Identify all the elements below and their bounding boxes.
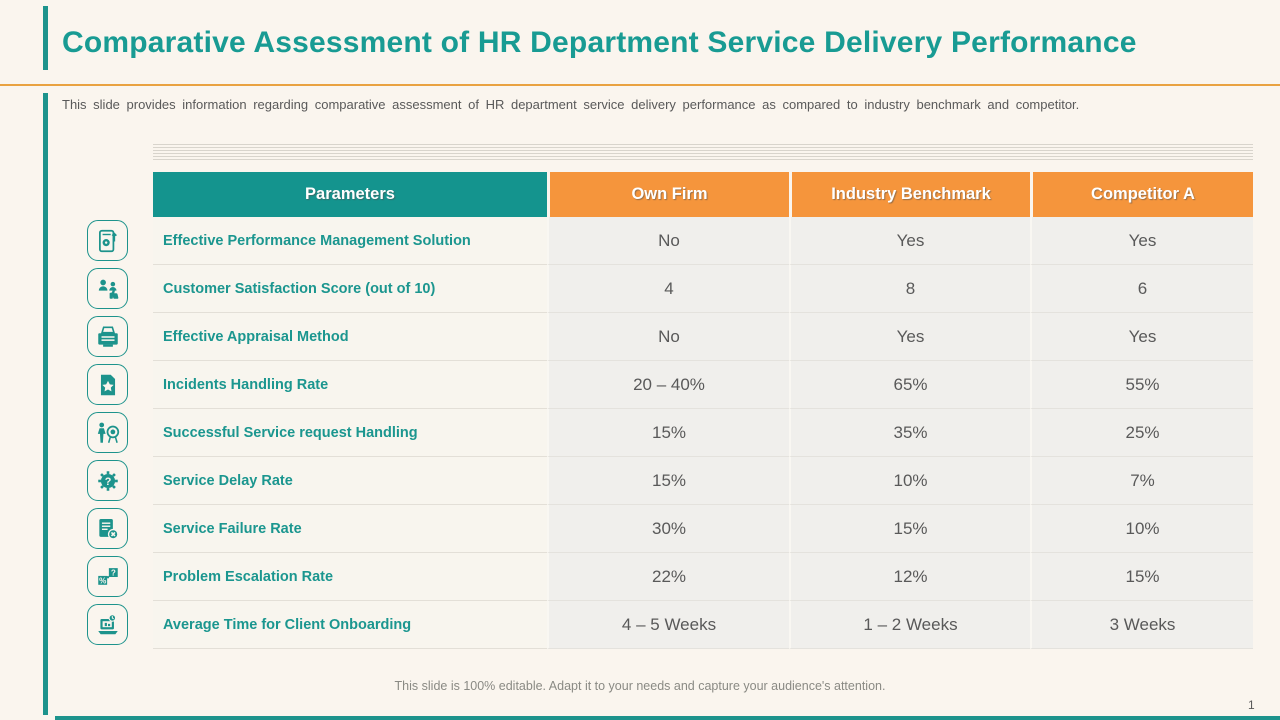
industry-benchmark-cell: 15%	[789, 505, 1030, 553]
left-accent-bar-bottom	[43, 93, 48, 715]
industry-benchmark-cell: 12%	[789, 553, 1030, 601]
competitor-a-cell: 3 Weeks	[1030, 601, 1253, 649]
orange-divider-rule	[0, 84, 1280, 86]
parameter-cell: Customer Satisfaction Score (out of 10)	[153, 265, 547, 313]
parameter-cell: Service Delay Rate	[153, 457, 547, 505]
parameter-cell: Incidents Handling Rate	[153, 361, 547, 409]
incident-star-file-icon	[87, 364, 128, 405]
svg-text:%: %	[99, 576, 106, 585]
parameter-cell: Service Failure Rate	[153, 505, 547, 553]
table-row: Average Time for Client Onboarding 4 – 5…	[153, 601, 1253, 649]
parameter-cell: Problem Escalation Rate	[153, 553, 547, 601]
slide-description: This slide provides information regardin…	[62, 97, 1080, 112]
parameter-cell: Successful Service request Handling	[153, 409, 547, 457]
header-own-firm: Own Firm	[547, 172, 789, 217]
escalation-puzzle-icon: ? %	[87, 556, 128, 597]
failure-document-icon	[87, 508, 128, 549]
own-firm-cell: No	[547, 313, 789, 361]
bottom-accent-rule	[55, 716, 1280, 720]
table-header-row: Parameters Own Firm Industry Benchmark C…	[153, 172, 1253, 217]
delay-gear-icon: ?	[87, 460, 128, 501]
header-parameters: Parameters	[153, 172, 547, 217]
industry-benchmark-cell: Yes	[789, 313, 1030, 361]
industry-benchmark-cell: 8	[789, 265, 1030, 313]
industry-benchmark-cell: 10%	[789, 457, 1030, 505]
performance-report-icon	[87, 220, 128, 261]
header-industry-benchmark: Industry Benchmark	[789, 172, 1030, 217]
table-row: Successful Service request Handling 15% …	[153, 409, 1253, 457]
competitor-a-cell: Yes	[1030, 313, 1253, 361]
parameter-cell: Effective Performance Management Solutio…	[153, 217, 547, 265]
own-firm-cell: No	[547, 217, 789, 265]
competitor-a-cell: 55%	[1030, 361, 1253, 409]
service-target-icon	[87, 412, 128, 453]
svg-text:?: ?	[110, 568, 115, 577]
left-accent-bar-top	[43, 6, 48, 70]
competitor-a-cell: 6	[1030, 265, 1253, 313]
page-number: 1	[1248, 698, 1255, 712]
table-row: Customer Satisfaction Score (out of 10) …	[153, 265, 1253, 313]
competitor-a-cell: 15%	[1030, 553, 1253, 601]
header-competitor-a: Competitor A	[1030, 172, 1253, 217]
customer-satisfaction-icon	[87, 268, 128, 309]
industry-benchmark-cell: 65%	[789, 361, 1030, 409]
industry-benchmark-cell: Yes	[789, 217, 1030, 265]
table-row: Problem Escalation Rate 22% 12% 15%	[153, 553, 1253, 601]
table-row: Effective Appraisal Method No Yes Yes	[153, 313, 1253, 361]
own-firm-cell: 30%	[547, 505, 789, 553]
competitor-a-cell: Yes	[1030, 217, 1253, 265]
comparison-table: Parameters Own Firm Industry Benchmark C…	[153, 172, 1253, 649]
editable-note: This slide is 100% editable. Adapt it to…	[394, 679, 886, 693]
parameter-cell: Average Time for Client Onboarding	[153, 601, 547, 649]
own-firm-cell: 4 – 5 Weeks	[547, 601, 789, 649]
industry-benchmark-cell: 35%	[789, 409, 1030, 457]
table-row: Incidents Handling Rate 20 – 40% 65% 55%	[153, 361, 1253, 409]
appraisal-certificate-icon	[87, 316, 128, 357]
own-firm-cell: 15%	[547, 409, 789, 457]
parameter-icon-rail: ? ? %	[87, 220, 128, 652]
table-row: Service Delay Rate 15% 10% 7%	[153, 457, 1253, 505]
competitor-a-cell: 7%	[1030, 457, 1253, 505]
own-firm-cell: 4	[547, 265, 789, 313]
table-row: Service Failure Rate 30% 15% 10%	[153, 505, 1253, 553]
own-firm-cell: 20 – 40%	[547, 361, 789, 409]
own-firm-cell: 15%	[547, 457, 789, 505]
onboarding-laptop-icon	[87, 604, 128, 645]
parameter-cell: Effective Appraisal Method	[153, 313, 547, 361]
own-firm-cell: 22%	[547, 553, 789, 601]
table-row: Effective Performance Management Solutio…	[153, 217, 1253, 265]
industry-benchmark-cell: 1 – 2 Weeks	[789, 601, 1030, 649]
competitor-a-cell: 25%	[1030, 409, 1253, 457]
svg-text:?: ?	[104, 475, 111, 487]
competitor-a-cell: 10%	[1030, 505, 1253, 553]
page-title: Comparative Assessment of HR Department …	[62, 26, 1137, 59]
decorative-stacked-lines	[153, 144, 1253, 161]
